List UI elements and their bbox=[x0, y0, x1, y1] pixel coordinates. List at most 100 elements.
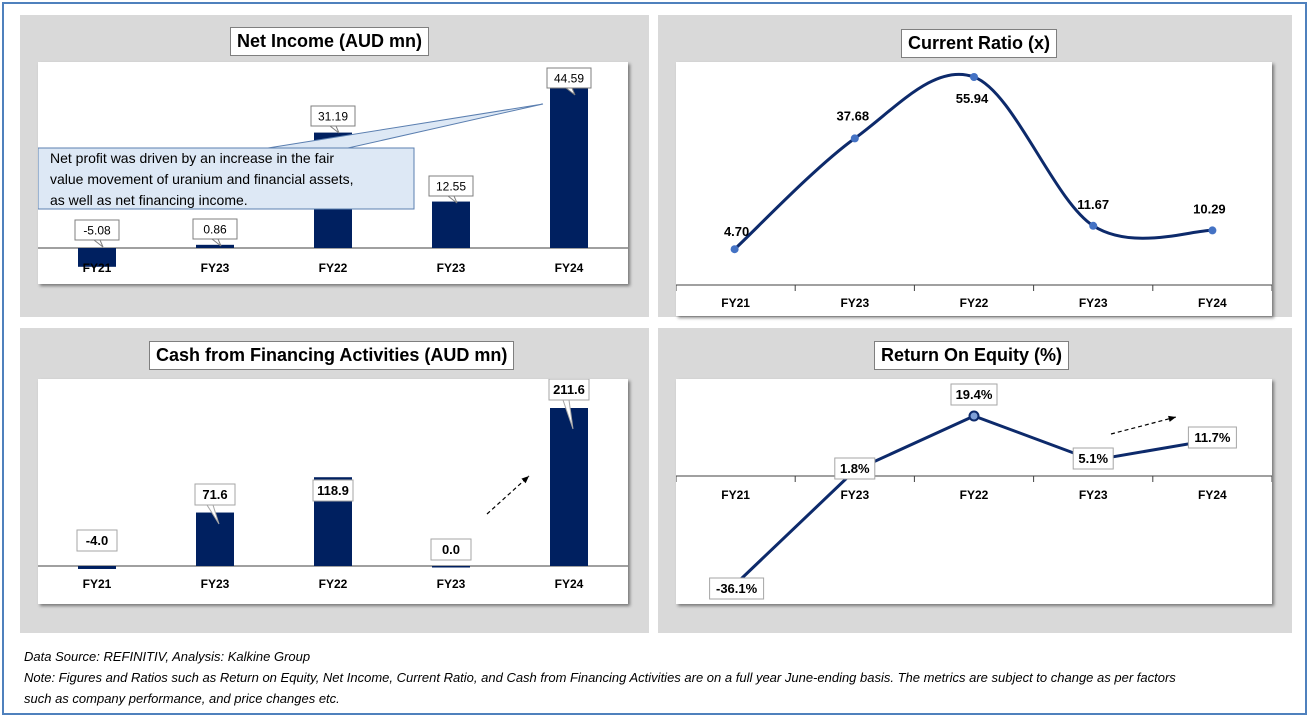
annotation-box bbox=[37, 147, 415, 210]
trend-arrow bbox=[1110, 416, 1177, 435]
data-label-box bbox=[74, 219, 120, 241]
data-label: 44.59 bbox=[546, 67, 592, 96]
x-tick-label: FY24 bbox=[1198, 488, 1227, 502]
cash-financing-plot: FY21 FY23 FY22 FY23 FY24 -4.0 71.6 118.9 0.0 211.… bbox=[38, 378, 628, 604]
data-label: 5.1% bbox=[1072, 447, 1114, 470]
data-label: 0.0 bbox=[430, 538, 472, 561]
annotation-text: Net profit was driven by an increase in … bbox=[50, 150, 334, 166]
data-label-pointer bbox=[92, 239, 104, 248]
x-tick-label: FY24 bbox=[555, 577, 584, 591]
annotation-pointer bbox=[267, 103, 544, 149]
bar bbox=[196, 244, 234, 248]
data-source-text: Data Source: REFINITIV, Analysis: Kalkin… bbox=[24, 649, 311, 664]
data-label-text: 0.0 bbox=[442, 542, 460, 557]
data-label: 0.86 bbox=[192, 218, 238, 247]
bar bbox=[78, 248, 116, 267]
data-label-box bbox=[430, 538, 472, 561]
data-label-text: -5.08 bbox=[83, 224, 111, 238]
data-label-box bbox=[1187, 426, 1237, 449]
data-label-box bbox=[310, 105, 356, 127]
data-label-text: 12.55 bbox=[436, 180, 466, 194]
bar bbox=[432, 566, 470, 568]
data-label: 19.4% bbox=[950, 383, 998, 406]
data-label-text: 0.86 bbox=[203, 223, 227, 237]
data-label-text: 44.59 bbox=[554, 72, 584, 86]
roe-chart: FY21 FY23 FY22 FY23 FY24 -36.1% 1.8% 19.4% 5.1% 1… bbox=[675, 383, 1273, 600]
data-label-box bbox=[428, 175, 474, 197]
data-point bbox=[1208, 226, 1217, 235]
x-tick-label: FY21 bbox=[721, 296, 750, 310]
data-label: 71.6 bbox=[194, 483, 236, 525]
data-label-box bbox=[76, 529, 118, 552]
data-label-text: 71.6 bbox=[202, 487, 227, 502]
x-tick-label: FY23 bbox=[201, 577, 230, 591]
data-label-box bbox=[548, 378, 590, 401]
data-label: 37.68 bbox=[837, 108, 870, 123]
bar bbox=[550, 408, 588, 566]
x-tick-label: FY24 bbox=[555, 261, 584, 275]
data-label-box bbox=[312, 479, 354, 502]
data-label-text: 5.1% bbox=[1078, 451, 1108, 466]
data-label: 31.19 bbox=[310, 105, 356, 134]
x-tick-label: FY22 bbox=[960, 488, 989, 502]
data-label: 55.94 bbox=[956, 91, 989, 106]
current-ratio-chart: FY21 FY23 FY22 FY23 FY24 4.70 37.68 55.94 11.67 1… bbox=[675, 72, 1273, 310]
data-label: 11.67 bbox=[1077, 197, 1109, 212]
x-tick-label: FY23 bbox=[437, 577, 466, 591]
data-label-box bbox=[709, 577, 765, 600]
roe-plot: FY21 FY23 FY22 FY23 FY24 -36.1% 1.8% 19.4% 5.1% 1… bbox=[675, 379, 1273, 604]
bar bbox=[196, 512, 234, 566]
net-income-title: Net Income (AUD mn) bbox=[230, 27, 430, 56]
current-ratio-plot: FY21 FY23 FY22 FY23 FY24 4.70 37.68 55.94 11.67 1… bbox=[675, 62, 1273, 316]
data-label: 211.6 bbox=[548, 378, 590, 430]
data-label: 12.55 bbox=[428, 175, 474, 204]
data-label-text: 211.6 bbox=[553, 382, 585, 397]
net-income-plot: FY21 FY23 FY22 FY23 FY24 -5.08 0.86 31.19 12.55 4… bbox=[37, 62, 628, 284]
data-label-box bbox=[194, 483, 236, 506]
x-tick-label: FY23 bbox=[437, 261, 466, 275]
cash-financing-chart: FY21 FY23 FY22 FY23 FY24 -4.0 71.6 118.9 0.0 211.… bbox=[38, 378, 628, 591]
data-label: -4.0 bbox=[76, 529, 118, 552]
data-label-text: -36.1% bbox=[716, 581, 758, 596]
data-label-text: 1.8% bbox=[840, 461, 870, 476]
x-tick-label: FY22 bbox=[960, 296, 989, 310]
annotation-text: value movement of uranium and financial … bbox=[50, 171, 354, 187]
x-tick-label: FY23 bbox=[840, 296, 869, 310]
trend-arrowhead bbox=[1168, 415, 1176, 422]
data-label-box bbox=[192, 218, 238, 240]
x-tick-label: FY23 bbox=[840, 488, 869, 502]
x-tick-label: FY23 bbox=[1079, 296, 1108, 310]
data-label-box bbox=[834, 457, 876, 480]
data-label-box bbox=[1072, 447, 1114, 470]
data-label-pointer bbox=[328, 125, 340, 134]
x-tick-label: FY23 bbox=[201, 261, 230, 275]
data-point bbox=[850, 134, 859, 143]
note-text-line1: Note: Figures and Ratios such as Return … bbox=[24, 670, 1176, 685]
roe-title: Return On Equity (%) bbox=[874, 341, 1069, 370]
x-tick-label: FY21 bbox=[83, 577, 112, 591]
data-point bbox=[968, 410, 980, 422]
data-label-text: 19.4% bbox=[956, 387, 993, 402]
data-label-box bbox=[546, 67, 592, 89]
data-label-text: 31.19 bbox=[318, 110, 348, 124]
data-label: -36.1% bbox=[709, 577, 765, 600]
data-point bbox=[730, 245, 739, 254]
data-label-box bbox=[950, 383, 998, 406]
x-tick-label: FY24 bbox=[1198, 296, 1227, 310]
annotation-callout: Net profit was driven by an increase in … bbox=[37, 103, 544, 210]
current-ratio-title: Current Ratio (x) bbox=[901, 29, 1058, 58]
trend-arrowhead bbox=[521, 476, 529, 484]
x-tick-label: FY21 bbox=[721, 488, 750, 502]
trend-arrow bbox=[486, 475, 530, 515]
data-label-text: 11.7% bbox=[1194, 430, 1231, 445]
net-income-chart: FY21 FY23 FY22 FY23 FY24 -5.08 0.86 31.19 12.55 4… bbox=[37, 67, 628, 275]
data-label: 1.8% bbox=[834, 457, 876, 480]
annotation-text: as well as net financing income. bbox=[50, 192, 248, 208]
data-label: 11.7% bbox=[1187, 426, 1237, 449]
data-point bbox=[1089, 221, 1098, 230]
x-tick-label: FY21 bbox=[83, 261, 112, 275]
cash-financing-title: Cash from Financing Activities (AUD mn) bbox=[149, 341, 515, 370]
x-tick-label: FY22 bbox=[319, 261, 348, 275]
x-tick-label: FY22 bbox=[319, 577, 348, 591]
data-label-text: 118.9 bbox=[317, 483, 349, 498]
